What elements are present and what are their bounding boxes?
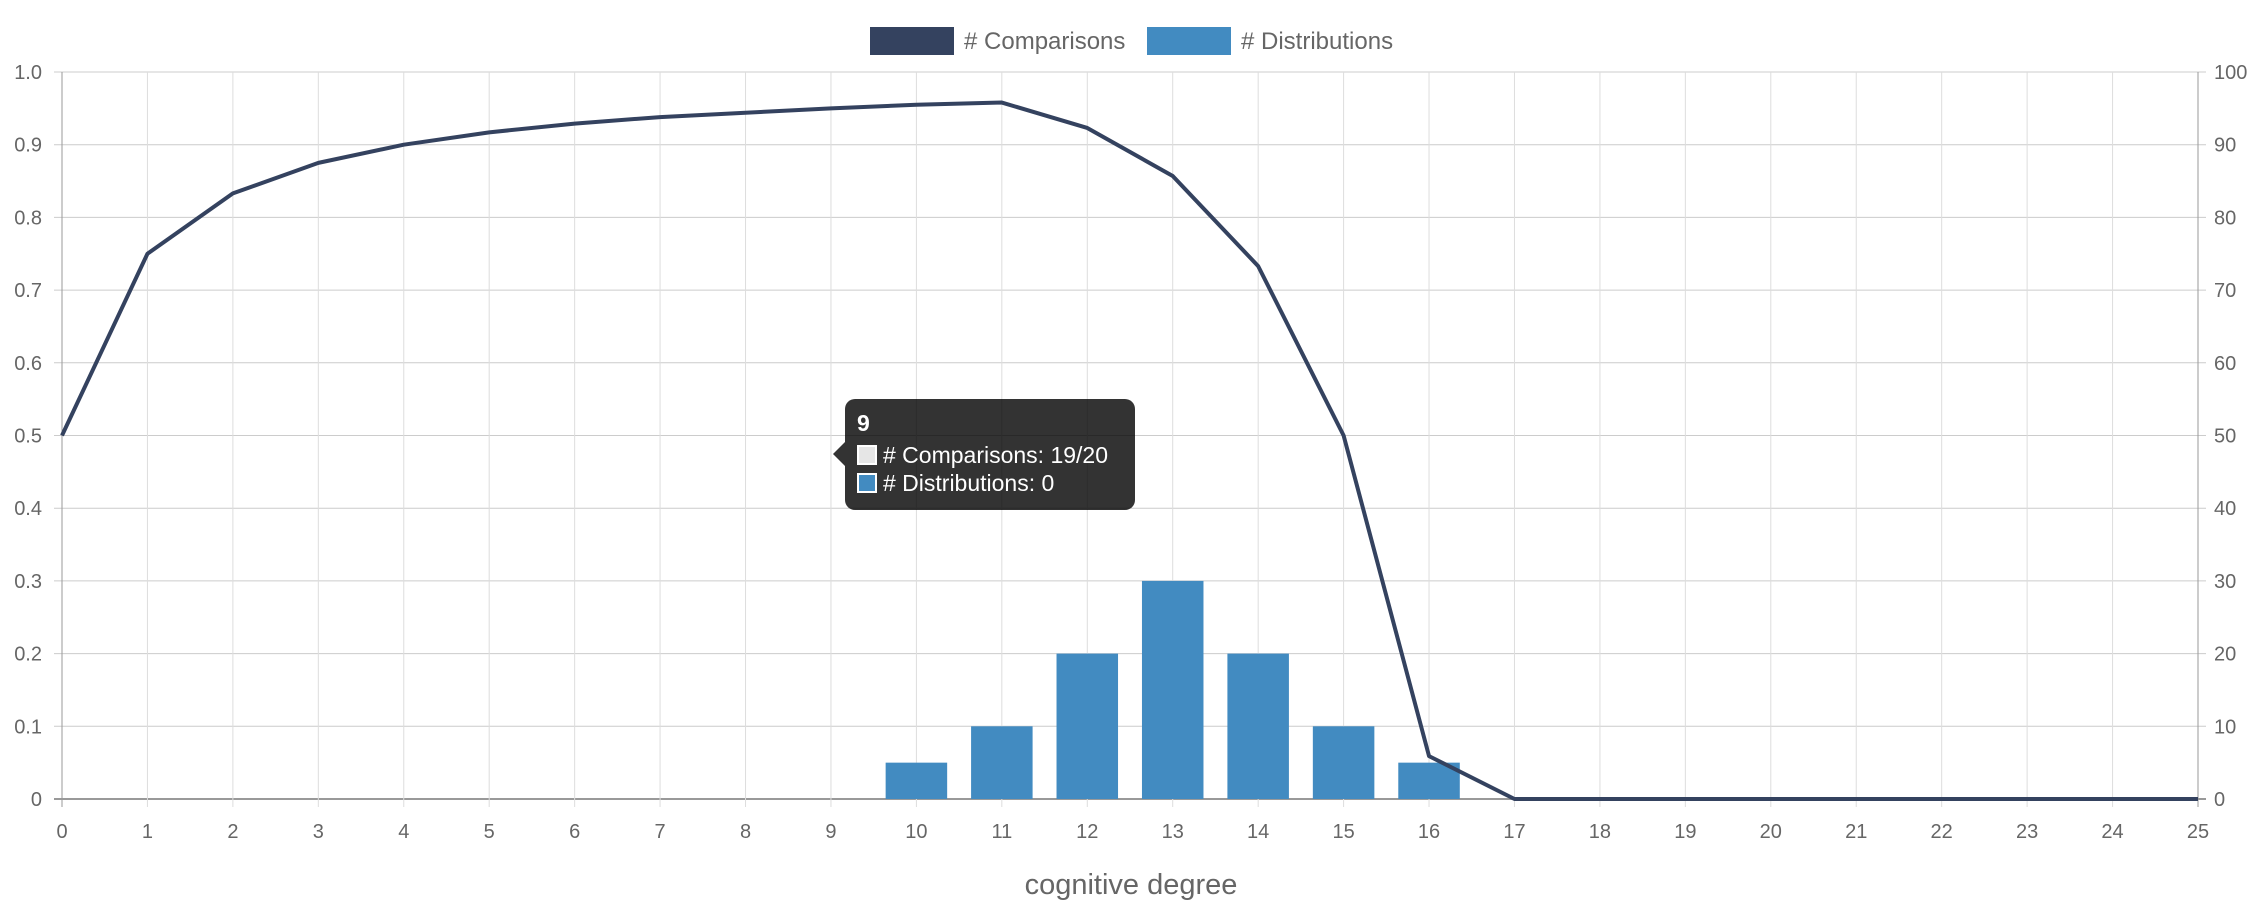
- x-tick-label: 8: [740, 821, 751, 843]
- distribution-bar[interactable]: [1227, 653, 1289, 799]
- tooltip-text-distributions: # Distributions: 0: [883, 470, 1055, 496]
- x-tick-label: 1: [142, 821, 153, 843]
- legend-label[interactable]: # Comparisons: [964, 28, 1125, 55]
- legend-swatch[interactable]: [1147, 27, 1231, 55]
- tooltip-title: 9: [857, 410, 870, 436]
- tooltip-text-comparisons: # Comparisons: 19/20: [883, 442, 1109, 468]
- distributions-bars: [885, 580, 1460, 799]
- x-tick-label: 3: [313, 821, 324, 843]
- y-left-tick-label: 0.3: [14, 571, 42, 593]
- y-right-tick-label: 10: [2214, 716, 2236, 738]
- x-tick-label: 2: [227, 821, 238, 843]
- x-tick-label: 13: [1162, 821, 1184, 843]
- x-tick-label: 11: [991, 821, 1012, 843]
- x-tick-label: 7: [655, 821, 666, 843]
- legend[interactable]: # Comparisons # Distributions: [870, 27, 1393, 55]
- x-tick-label: 23: [2016, 821, 2038, 843]
- x-tick-label: 17: [1503, 821, 1525, 843]
- y-right-tick-label: 90: [2214, 135, 2236, 157]
- x-tick-label: 5: [484, 821, 495, 843]
- y-right-tick-label: 40: [2214, 498, 2236, 520]
- distribution-bar[interactable]: [885, 762, 948, 799]
- y-left-tick-label: 1.0: [14, 62, 42, 84]
- legend-swatch[interactable]: [870, 27, 954, 55]
- x-tick-label: 0: [56, 821, 67, 843]
- x-tick-label: 10: [905, 821, 927, 843]
- y-left-tick-label: 0: [31, 789, 42, 811]
- x-tick-label: 14: [1247, 821, 1269, 843]
- distribution-bar[interactable]: [1141, 580, 1204, 799]
- x-tick-label: 20: [1760, 821, 1782, 843]
- distribution-bar[interactable]: [1056, 653, 1119, 799]
- tooltip: 9 # Comparisons: 19/20 # Distributions: …: [833, 399, 1135, 510]
- x-tick-label: 6: [569, 821, 580, 843]
- x-tick-label: 25: [2187, 821, 2209, 843]
- y-right-tick-label: 80: [2214, 207, 2236, 229]
- y-left-tick-label: 0.7: [14, 280, 42, 302]
- y-left-tick-label: 0.1: [14, 716, 42, 738]
- grid: [54, 71, 2206, 807]
- tooltip-swatch-comparisons: [857, 445, 877, 465]
- tooltip-swatch-distributions: [857, 473, 877, 493]
- legend-label[interactable]: # Distributions: [1241, 28, 1393, 55]
- y-right-tick-label: 60: [2214, 353, 2236, 375]
- x-tick-label: 15: [1332, 821, 1354, 843]
- distribution-bar[interactable]: [1398, 762, 1460, 799]
- x-tick-label: 19: [1674, 821, 1696, 843]
- x-tick-label: 4: [398, 821, 409, 843]
- y-left-tick-label: 0.8: [14, 207, 42, 229]
- distribution-bar[interactable]: [1312, 726, 1375, 799]
- comparisons-line: [60, 100, 2198, 801]
- x-tick-label: 9: [825, 821, 836, 843]
- x-axis-label: cognitive degree: [1025, 869, 1238, 901]
- axes: 00.10.20.30.40.50.60.70.80.91.0010203040…: [14, 62, 2247, 843]
- tooltip-row-distributions: # Distributions: 0: [857, 469, 1123, 497]
- y-right-tick-label: 70: [2214, 280, 2236, 302]
- y-left-tick-label: 0.6: [14, 353, 42, 375]
- comparisons-polyline[interactable]: [60, 100, 2198, 801]
- y-right-tick-label: 20: [2214, 644, 2236, 666]
- y-left-tick-label: 0.9: [14, 135, 42, 157]
- y-right-tick-label: 50: [2214, 426, 2236, 448]
- x-tick-label: 16: [1418, 821, 1440, 843]
- y-right-tick-label: 0: [2214, 789, 2225, 811]
- tooltip-caret: [833, 442, 845, 466]
- x-tick-label: 24: [2101, 821, 2123, 843]
- x-tick-label: 12: [1076, 821, 1098, 843]
- x-tick-label: 18: [1589, 821, 1611, 843]
- y-left-tick-label: 0.4: [14, 498, 42, 520]
- y-right-tick-label: 100: [2214, 62, 2247, 84]
- y-left-tick-label: 0.5: [14, 426, 42, 448]
- y-left-tick-label: 0.2: [14, 644, 42, 666]
- x-tick-label: 21: [1845, 821, 1867, 843]
- tooltip-row-comparisons: # Comparisons: 19/20: [857, 441, 1123, 469]
- distribution-bar[interactable]: [971, 726, 1033, 799]
- x-tick-label: 22: [1931, 821, 1953, 843]
- y-right-tick-label: 30: [2214, 571, 2236, 593]
